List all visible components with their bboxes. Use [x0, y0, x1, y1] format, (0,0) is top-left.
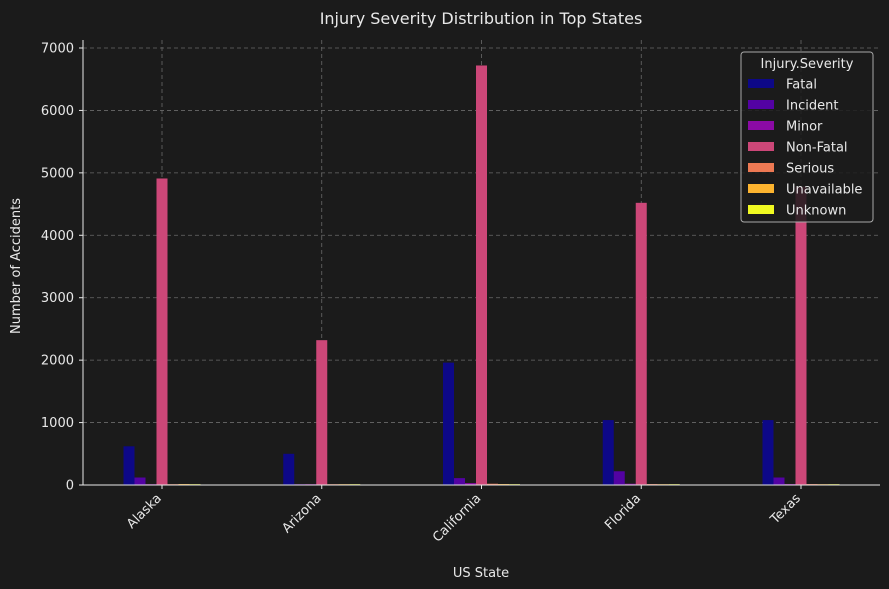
chart-title: Injury Severity Distribution in Top Stat…	[320, 9, 643, 28]
y-tick-label: 4000	[41, 229, 74, 244]
bar	[283, 453, 295, 485]
legend-swatch	[748, 79, 774, 88]
bar	[465, 483, 476, 485]
bar	[795, 186, 807, 485]
bar	[156, 178, 168, 485]
legend-swatch	[748, 184, 774, 193]
y-tick-label: 5000	[41, 166, 74, 181]
y-tick-label: 0	[66, 479, 74, 494]
y-tick-label: 2000	[41, 354, 74, 369]
bar	[613, 471, 625, 485]
bar	[773, 477, 785, 485]
legend-swatch	[748, 100, 774, 109]
legend-entry: Non-Fatal	[786, 141, 848, 156]
y-tick-label: 1000	[41, 416, 74, 431]
bar	[316, 340, 328, 485]
bar	[443, 362, 454, 485]
bar	[134, 477, 146, 485]
legend-swatch	[748, 121, 774, 130]
legend-swatch	[748, 163, 774, 172]
bar	[624, 483, 636, 485]
legend-entry: Minor	[786, 120, 823, 135]
bar	[454, 478, 465, 485]
legend-title: Injury.Severity	[761, 57, 854, 72]
legend-entry: Incident	[786, 99, 838, 114]
bar	[476, 65, 487, 485]
bar	[602, 420, 614, 485]
y-axis-label: Number of Accidents	[9, 198, 24, 334]
legend-entry: Serious	[786, 162, 834, 177]
legend-entry: Fatal	[786, 78, 817, 93]
bar	[635, 202, 647, 485]
bar	[487, 483, 498, 485]
legend-swatch	[748, 205, 774, 214]
legend-entry: Unavailable	[786, 183, 862, 198]
bar	[123, 446, 135, 485]
x-axis-label: US State	[453, 566, 509, 581]
legend-entry: Unknown	[786, 204, 846, 219]
y-tick-label: 6000	[41, 104, 74, 119]
y-tick-label: 3000	[41, 291, 74, 306]
y-tick-label: 7000	[41, 42, 74, 57]
legend: Injury.Severity Fatal Incident Minor Non-Fat…	[740, 51, 874, 223]
legend-box	[740, 51, 874, 223]
bar	[762, 420, 774, 485]
legend-swatch	[748, 142, 774, 151]
